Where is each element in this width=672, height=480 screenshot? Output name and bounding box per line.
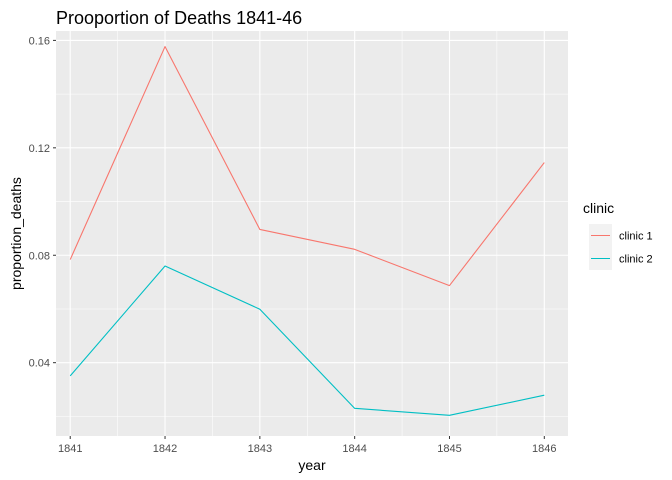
x-tick-label: 1845 bbox=[437, 443, 461, 455]
y-tick-label: 0.08 bbox=[29, 250, 50, 262]
legend-title: clinic bbox=[583, 200, 614, 216]
series-lines bbox=[69, 46, 545, 416]
legend-items: clinic 1 clinic 2 bbox=[589, 224, 653, 270]
x-tick-label: 1842 bbox=[153, 443, 177, 455]
chart-title: Prooportion of Deaths 1841-46 bbox=[56, 8, 302, 28]
y-tick-label: 0.16 bbox=[29, 35, 50, 47]
y-tick-label: 0.04 bbox=[29, 358, 50, 370]
x-tick-label: 1841 bbox=[58, 443, 82, 455]
x-axis: 1841 1842 1843 1844 1845 1846 bbox=[58, 436, 557, 455]
y-tick-label: 0.12 bbox=[29, 143, 50, 155]
series-line-clinic-1 bbox=[69, 46, 545, 287]
x-tick-label: 1846 bbox=[532, 443, 556, 455]
minor-gridlines bbox=[56, 31, 568, 436]
series-line-clinic-2 bbox=[69, 265, 545, 416]
x-tick-label: 1843 bbox=[248, 443, 272, 455]
x-tick-label: 1844 bbox=[342, 443, 366, 455]
legend-label: clinic 1 bbox=[619, 231, 653, 243]
x-axis-title: year bbox=[298, 457, 326, 473]
major-gridlines bbox=[56, 31, 568, 436]
legend-label: clinic 2 bbox=[619, 254, 653, 266]
plot-panel bbox=[56, 31, 568, 436]
y-axis: 0.04 0.08 0.12 0.16 bbox=[29, 35, 56, 370]
y-axis-title: proportion_deaths bbox=[8, 177, 24, 290]
legend: clinic clinic 1 clinic 2 bbox=[583, 200, 653, 270]
